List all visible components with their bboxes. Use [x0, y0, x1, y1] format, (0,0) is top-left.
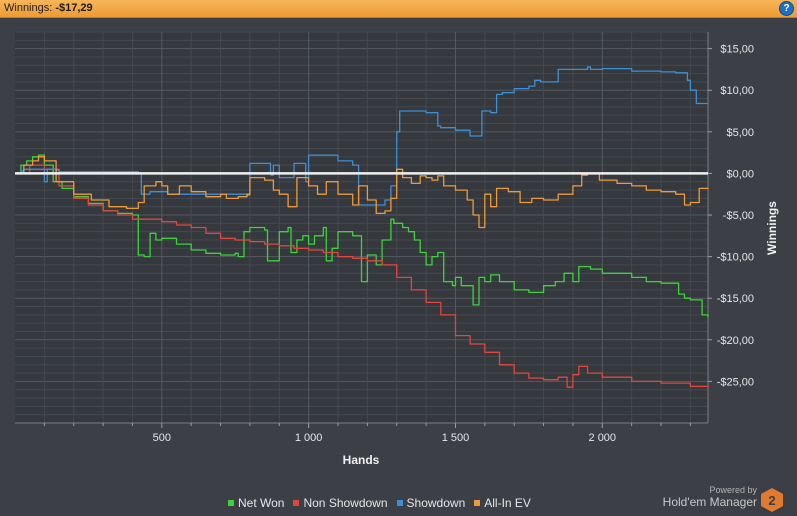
legend-item[interactable]: Showdown — [396, 496, 466, 510]
logo-number: 2 — [768, 493, 775, 508]
product-name: Hold'em Manager — [662, 495, 757, 509]
legend-item[interactable]: Non Showdown — [293, 496, 388, 510]
y-tick-label: $10,00 — [720, 85, 754, 97]
legend-swatch — [396, 500, 403, 506]
legend-label: Net Won — [238, 496, 285, 510]
y-tick-label: -$25,00 — [717, 376, 754, 388]
legend-swatch — [474, 500, 481, 506]
y-tick-label: -$10,00 — [717, 252, 754, 264]
y-axis-label: Winnings — [765, 201, 779, 255]
x-axis-label: Hands — [343, 453, 380, 467]
series-line-net-won — [15, 154, 709, 318]
winnings-value: -$17,29 — [55, 2, 93, 14]
legend-label: All-In EV — [484, 496, 531, 510]
y-tick-label: -$5,00 — [723, 210, 754, 222]
x-axis: 500 1 000 1 500 2 000 — [15, 422, 708, 444]
legend-swatch — [293, 500, 300, 506]
y-tick-label: -$15,00 — [717, 293, 754, 305]
winnings-label: Winnings: — [4, 2, 53, 14]
y-tick-label: $5,00 — [726, 127, 754, 139]
series-line-non-showdown — [15, 164, 709, 389]
branding: Powered by Hold'em Manager — [663, 485, 757, 509]
x-tick-label: 1 500 — [442, 432, 470, 444]
y-tick-label: $0,00 — [726, 168, 754, 180]
plot-area — [15, 32, 708, 423]
x-tick-label: 2 000 — [589, 432, 617, 444]
y-tick-label: -$20,00 — [717, 335, 754, 347]
help-icon[interactable]: ? — [780, 2, 793, 15]
legend-label: Showdown — [406, 496, 466, 510]
winnings-summary: Winnings: -$17,29 — [4, 2, 93, 14]
x-tick-label: 1 000 — [295, 432, 323, 444]
grid — [15, 31, 708, 424]
legend-item[interactable]: All-In EV — [474, 496, 531, 510]
x-tick-label: 500 — [153, 432, 171, 444]
legend-label: Non Showdown — [303, 496, 388, 510]
powered-by-text: Powered by — [709, 485, 757, 495]
legend: Net Won Non Showdown Showdown All-In EV — [228, 496, 531, 510]
legend-swatch — [228, 500, 234, 506]
series-line-all-in-ev — [15, 156, 709, 229]
y-tick-label: $15,00 — [720, 44, 754, 56]
winnings-graph: $15,00 $10,00 $5,00 $0,00 -$5,00 -$10,00 -$15,… — [15, 31, 779, 467]
y-axis: $15,00 $10,00 $5,00 $0,00 -$5,00 -$10,00 -$15,… — [707, 32, 754, 423]
winnings-header-bar: Winnings: -$17,29 ? — [0, 0, 797, 18]
hem2-logo-icon: 2 — [761, 488, 783, 512]
legend-item[interactable]: Net Won — [228, 496, 284, 510]
